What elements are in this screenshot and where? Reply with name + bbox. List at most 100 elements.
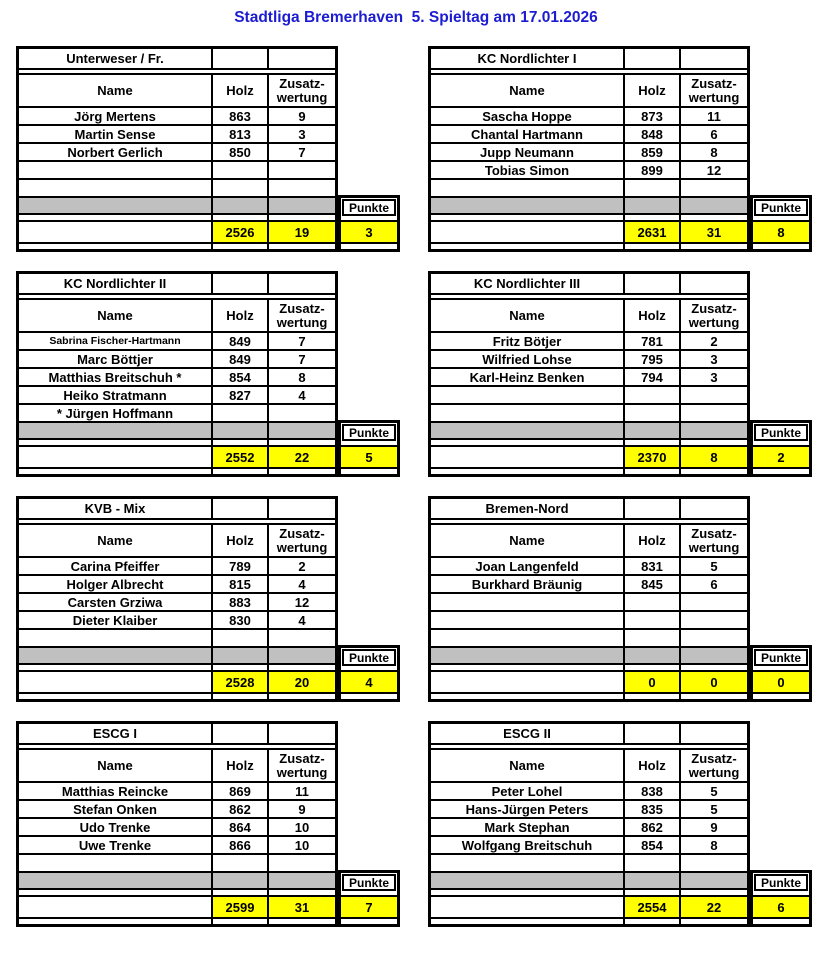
punkte-value: 8	[753, 222, 809, 244]
punkte-spacer	[341, 216, 397, 222]
punkte-box: Punkte 6	[750, 870, 812, 927]
bottom-spacer-cell	[625, 919, 681, 924]
team-row-zusatz-empty-cell	[681, 274, 747, 295]
player-holz: 849	[213, 351, 269, 369]
thin-spacer-row	[19, 890, 335, 897]
col-header-zusatzwertung: Zusatz- wertung	[269, 525, 335, 558]
player-zusatz	[269, 162, 335, 180]
team-row-zusatz-empty-cell	[269, 724, 335, 745]
player-zusatz: 4	[269, 576, 335, 594]
team-name: ESCG I	[19, 724, 213, 745]
gray-band-row	[431, 423, 747, 440]
player-holz: 862	[625, 819, 681, 837]
punkte-label: Punkte	[754, 874, 808, 891]
team-row-zusatz-empty-cell	[269, 49, 335, 70]
player-name: Burkhard Bräunig	[431, 576, 625, 594]
team-table: KVB - Mix Name Holz Zusatz- wertung Cari…	[16, 496, 400, 702]
team-row-holz-empty-cell	[625, 499, 681, 520]
punkte-box: Punkte 4	[338, 645, 400, 702]
team-table-main: KC Nordlichter I Name Holz Zusatz- wertu…	[428, 46, 750, 252]
player-zusatz	[269, 180, 335, 198]
team-header-row: KC Nordlichter II	[19, 274, 335, 295]
bottom-spacer-cell	[431, 469, 625, 474]
double-line-separator	[19, 520, 335, 525]
bottom-spacer-cell	[213, 694, 269, 699]
team-row-holz-empty-cell	[213, 724, 269, 745]
punkte-label: Punkte	[342, 649, 396, 666]
bottom-spacer-cell	[681, 694, 747, 699]
player-zusatz	[681, 180, 747, 198]
player-zusatz: 5	[681, 558, 747, 576]
team-table: ESCG II Name Holz Zusatz- wertung Peter …	[428, 721, 812, 927]
player-row	[431, 612, 747, 630]
thin-spacer-cell	[269, 215, 335, 222]
totals-empty-cell	[431, 222, 625, 244]
player-zusatz: 6	[681, 576, 747, 594]
gray-band-cell	[681, 648, 747, 665]
player-name: Martin Sense	[19, 126, 213, 144]
bottom-spacer-cell	[213, 919, 269, 924]
bottom-spacer-cell	[269, 919, 335, 924]
player-name: Udo Trenke	[19, 819, 213, 837]
player-zusatz	[681, 405, 747, 423]
thin-spacer-cell	[681, 665, 747, 672]
player-row	[431, 387, 747, 405]
totals-empty-cell	[19, 897, 213, 919]
gray-band-row	[431, 873, 747, 890]
team-header-row: Bremen-Nord	[431, 499, 747, 520]
player-zusatz: 9	[269, 108, 335, 126]
bottom-spacer-row	[431, 469, 747, 474]
totals-empty-cell	[431, 897, 625, 919]
bottom-spacer-cell	[213, 469, 269, 474]
punkte-value: 2	[753, 447, 809, 469]
column-header-row: Name Holz Zusatz- wertung	[431, 525, 747, 558]
player-row: Wolfgang Breitschuh 854 8	[431, 837, 747, 855]
player-name: Jupp Neumann	[431, 144, 625, 162]
player-row: Carsten Grziwa 883 12	[19, 594, 335, 612]
team-table-main: KVB - Mix Name Holz Zusatz- wertung Cari…	[16, 496, 338, 702]
double-line-separator	[431, 70, 747, 75]
player-zusatz: 4	[269, 612, 335, 630]
gray-band-cell	[269, 873, 335, 890]
col-header-zusatzwertung: Zusatz- wertung	[681, 300, 747, 333]
gray-band-cell	[431, 648, 625, 665]
gray-band-cell	[213, 873, 269, 890]
bottom-spacer-row	[19, 919, 335, 924]
team-header-row: ESCG II	[431, 724, 747, 745]
team-row-zusatz-empty-cell	[681, 724, 747, 745]
player-name	[19, 630, 213, 648]
player-name	[431, 405, 625, 423]
total-holz: 2526	[213, 222, 269, 244]
player-zusatz	[681, 594, 747, 612]
team-table-main: Unterweser / Fr. Name Holz Zusatz- wertu…	[16, 46, 338, 252]
team-table: ESCG I Name Holz Zusatz- wertung Matthia…	[16, 721, 400, 927]
bottom-spacer-cell	[19, 244, 213, 249]
player-row: Hans-Jürgen Peters 835 5	[431, 801, 747, 819]
player-name: Stefan Onken	[19, 801, 213, 819]
col-header-name: Name	[431, 300, 625, 333]
team-table: KC Nordlichter II Name Holz Zusatz- wert…	[16, 271, 400, 477]
player-row: Martin Sense 813 3	[19, 126, 335, 144]
total-zusatzwertung: 0	[681, 672, 747, 694]
gray-band-cell	[269, 423, 335, 440]
player-zusatz: 3	[681, 369, 747, 387]
total-zusatzwertung: 22	[681, 897, 747, 919]
player-zusatz: 11	[269, 783, 335, 801]
thin-spacer-cell	[19, 440, 213, 447]
bottom-spacer-cell	[681, 919, 747, 924]
player-holz: 883	[213, 594, 269, 612]
bottom-spacer-cell	[19, 469, 213, 474]
team-name: Unterweser / Fr.	[19, 49, 213, 70]
player-name: Carsten Grziwa	[19, 594, 213, 612]
player-name: Carina Pfeiffer	[19, 558, 213, 576]
thin-spacer-cell	[625, 665, 681, 672]
bottom-spacer-cell	[213, 244, 269, 249]
player-zusatz	[681, 612, 747, 630]
team-table-main: KC Nordlichter II Name Holz Zusatz- wert…	[16, 271, 338, 477]
player-holz: 859	[625, 144, 681, 162]
total-holz: 2370	[625, 447, 681, 469]
player-zusatz: 11	[681, 108, 747, 126]
gray-band-cell	[625, 198, 681, 215]
gray-band-cell	[431, 873, 625, 890]
bottom-spacer-row	[19, 244, 335, 249]
